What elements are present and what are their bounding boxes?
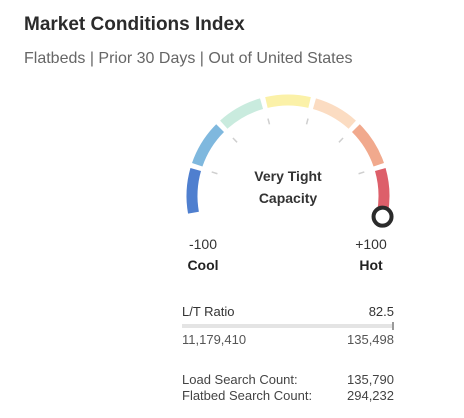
gauge-max-value: +100 [355,236,387,252]
gauge-min-value: -100 [188,236,218,252]
gauge-status-line2: Capacity [258,190,318,206]
gauge-max-word: Hot [359,257,383,273]
gauge-tick-4 [305,118,309,125]
lt-ratio-bar [182,322,394,330]
flatbed-search-value: 294,232 [347,388,394,403]
gauge-tick-2 [232,137,238,143]
gauge [186,94,394,228]
gauge-min-label: -100 Cool [173,234,233,276]
load-search-value: 135,790 [347,372,394,387]
gauge-tick-5 [338,137,344,143]
lt-ratio-marker [392,322,394,330]
gauge-segment-5 [312,98,356,129]
page-title: Market Conditions Index [24,14,245,35]
search-counts: Load Search Count: 135,790 Flatbed Searc… [182,372,394,404]
gauge-segment-1 [186,168,202,214]
gauge-segment-4 [265,94,311,108]
gauge-indicator [371,205,394,228]
gauge-segment-6 [351,124,384,167]
lt-ratio-value: 82.5 [368,304,394,319]
gauge-tick-1 [211,171,218,175]
lt-ratio-label: L/T Ratio [182,304,235,319]
truck-count: 135,498 [347,332,394,347]
lt-ratio: L/T Ratio 82.5 11,179,410 135,498 [182,304,394,347]
lt-ratio-fill [182,324,394,328]
gauge-segment-3 [220,98,264,129]
gauge-status: Very Tight Capacity [222,165,354,209]
gauge-tick-6 [358,171,365,175]
gauge-segment-2 [192,124,225,167]
flatbed-search-label: Flatbed Search Count: [182,388,313,403]
page-subtitle: Flatbeds | Prior 30 Days | Out of United… [24,50,353,67]
gauge-tick-3 [267,118,271,125]
gauge-status-line1: Very Tight [254,168,322,184]
load-search-label: Load Search Count: [182,372,298,387]
gauge-max-label: +100 Hot [341,234,401,276]
load-count: 11,179,410 [182,332,247,347]
gauge-min-word: Cool [187,257,219,273]
